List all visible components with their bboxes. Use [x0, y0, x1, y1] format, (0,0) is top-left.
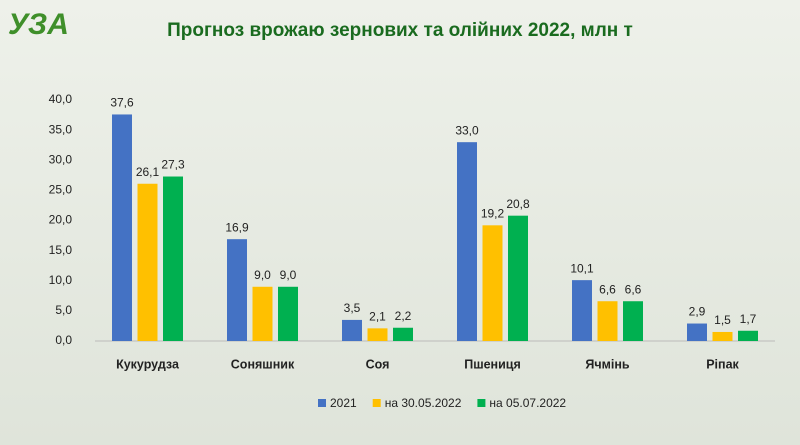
- x-tick-label: Ріпак: [706, 357, 739, 371]
- bar: [252, 286, 273, 341]
- bar: [623, 301, 643, 341]
- value-label: 20,8: [506, 197, 530, 211]
- value-label: 19,2: [481, 206, 505, 220]
- value-label: 6,6: [599, 282, 616, 296]
- bar: [342, 319, 362, 341]
- legend-label: на 05.07.2022: [489, 396, 566, 410]
- bar: [572, 280, 592, 341]
- legend-label: на 30.05.2022: [385, 396, 462, 410]
- value-label: 9,0: [254, 268, 271, 282]
- value-label: 37,6: [110, 96, 134, 110]
- y-tick-label: 10,0: [49, 273, 73, 287]
- value-label: 2,9: [689, 305, 706, 319]
- value-label: 9,0: [280, 268, 297, 282]
- bar: [137, 183, 158, 341]
- bar: [112, 114, 132, 342]
- value-label: 10,1: [570, 261, 594, 275]
- value-label: 2,1: [369, 310, 386, 324]
- value-label: 33,0: [455, 123, 479, 137]
- logo: УЗА: [8, 8, 69, 41]
- y-tick-label: 35,0: [49, 122, 73, 136]
- y-tick-label: 25,0: [49, 183, 73, 197]
- value-label: 3,5: [344, 301, 361, 315]
- bar: [508, 215, 528, 341]
- y-tick-label: 30,0: [49, 152, 73, 166]
- x-tick-label: Соняшник: [231, 357, 295, 371]
- value-label: 1,7: [740, 312, 757, 326]
- y-tick-label: 5,0: [55, 303, 72, 317]
- legend-swatch: [318, 399, 326, 407]
- bar: [367, 328, 388, 341]
- bar: [278, 286, 298, 341]
- legend-swatch: [372, 399, 381, 407]
- legend-swatch: [477, 399, 486, 407]
- y-tick-label: 20,0: [49, 213, 73, 227]
- value-label: 26,1: [136, 165, 160, 179]
- bar: [457, 142, 477, 341]
- bar: [597, 301, 618, 341]
- bar: [738, 330, 758, 341]
- value-label: 6,6: [625, 282, 642, 296]
- value-label: 2,2: [395, 309, 412, 323]
- value-label: 1,5: [714, 313, 731, 327]
- x-tick-label: Кукурудза: [116, 357, 180, 371]
- bar: [393, 327, 413, 341]
- bar: [712, 331, 733, 341]
- legend-label: 2021: [330, 396, 357, 410]
- x-tick-label: Пшениця: [464, 357, 521, 371]
- y-tick-label: 15,0: [49, 243, 73, 257]
- y-tick-label: 0,0: [55, 333, 72, 347]
- chart-title: Прогноз врожаю зернових та олійних 2022,…: [167, 20, 633, 41]
- value-label: 27,3: [161, 158, 185, 172]
- bar: [687, 323, 707, 341]
- y-tick-label: 40,0: [49, 92, 73, 106]
- bar: [163, 176, 183, 341]
- value-label: 16,9: [225, 220, 249, 234]
- x-tick-label: Ячмінь: [585, 357, 630, 371]
- bar: [227, 239, 247, 341]
- x-tick-label: Соя: [366, 357, 390, 371]
- bar: [482, 225, 503, 341]
